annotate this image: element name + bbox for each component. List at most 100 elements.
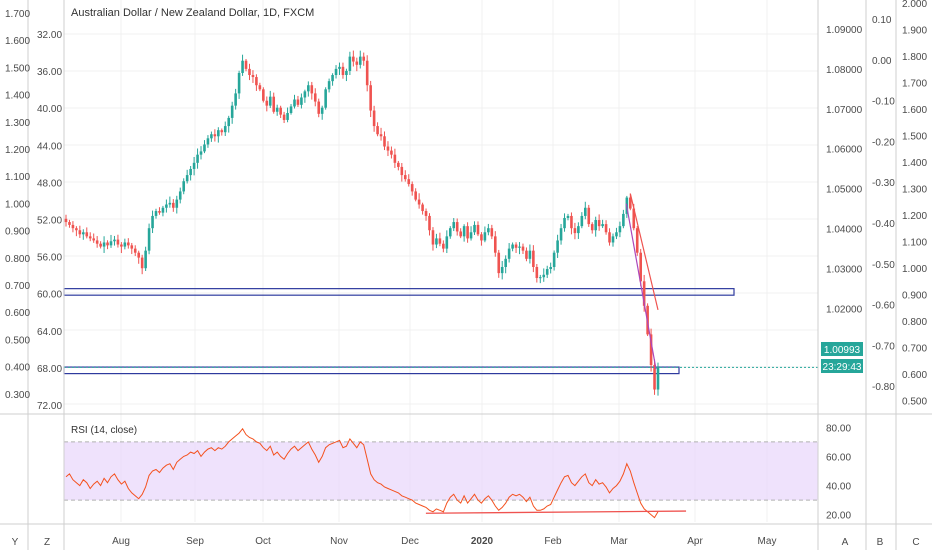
candle-body bbox=[286, 113, 289, 120]
right-axis-3-tick-11: 0.900 bbox=[902, 291, 927, 302]
time-axis-tick-8: Apr bbox=[687, 536, 703, 547]
candle-body bbox=[635, 228, 639, 253]
right-axis-3-tick-12: 0.800 bbox=[902, 317, 927, 328]
candle-body bbox=[133, 248, 137, 253]
candle bbox=[282, 111, 286, 124]
candle-body bbox=[376, 126, 379, 135]
candle bbox=[490, 224, 494, 240]
candle-body bbox=[130, 245, 134, 249]
right-axis-3-tick-2: 1.800 bbox=[902, 52, 927, 63]
right-axis-3[interactable]: 2.000 1.900 1.800 1.700 1.600 1.500 1.400 1.300… bbox=[902, 0, 927, 408]
candle bbox=[293, 94, 296, 109]
right-axis-2-tick-1: 0.00 bbox=[872, 56, 892, 67]
candle-body bbox=[556, 240, 559, 253]
candle-body bbox=[601, 224, 604, 227]
candle-body bbox=[324, 89, 327, 108]
left-axis-1-tick-12: 0.500 bbox=[5, 335, 30, 346]
time-axis[interactable]: Aug Sep Oct Nov Dec 2020 Feb Mar Apr May bbox=[112, 536, 776, 547]
candle-body bbox=[608, 232, 611, 243]
candle-body bbox=[64, 218, 68, 223]
candle-body bbox=[165, 204, 168, 208]
candle bbox=[358, 50, 362, 69]
bottom-bar: Y Z A B C bbox=[12, 537, 920, 548]
candle bbox=[507, 243, 511, 263]
scale-button-b[interactable]: B bbox=[877, 537, 884, 548]
candle-body bbox=[642, 281, 646, 306]
right-axis-3-tick-0: 2.000 bbox=[902, 0, 927, 10]
candle-body bbox=[604, 224, 608, 233]
left-axis-2[interactable]: 32.00 36.00 40.00 44.00 48.00 52.00 56.00 60.00… bbox=[37, 30, 62, 412]
candle-body bbox=[379, 134, 383, 137]
candle bbox=[417, 193, 421, 209]
candle bbox=[615, 227, 618, 240]
drawings[interactable] bbox=[625, 193, 659, 370]
left-axis-2-tick-1: 36.00 bbox=[37, 67, 62, 78]
candle-body bbox=[566, 215, 570, 218]
candle bbox=[594, 216, 597, 237]
candle bbox=[348, 51, 352, 76]
candle-body bbox=[587, 207, 591, 225]
scale-button-z[interactable]: Z bbox=[44, 537, 50, 548]
candle bbox=[140, 254, 144, 275]
candle-body bbox=[403, 175, 407, 180]
candle-body bbox=[220, 130, 224, 133]
rsi-line bbox=[65, 427, 659, 519]
right-axis-2-tick-0: 0.10 bbox=[872, 15, 892, 26]
candle bbox=[137, 250, 141, 264]
candle bbox=[421, 202, 424, 215]
candle bbox=[476, 221, 480, 237]
left-axis-1-tick-5: 1.200 bbox=[5, 145, 30, 156]
candle bbox=[397, 160, 400, 171]
candle bbox=[577, 222, 580, 239]
candle-body bbox=[549, 266, 552, 270]
candle-body bbox=[476, 224, 480, 235]
scale-button-y[interactable]: Y bbox=[12, 537, 19, 548]
candle-body bbox=[237, 72, 241, 94]
candle-body bbox=[632, 208, 636, 229]
right-axis-2[interactable]: 0.10 0.00 -0.10 -0.20 -0.30 -0.40 -0.50 -0.60 -0… bbox=[872, 15, 895, 393]
candle bbox=[556, 234, 559, 258]
candle-body bbox=[653, 365, 656, 390]
candle bbox=[352, 50, 355, 67]
countdown-value: 23:29:43 bbox=[823, 362, 862, 373]
right-axis-1[interactable]: 1.09000 1.08000 1.07000 1.06000 1.05000 1.040… bbox=[826, 25, 863, 355]
candle-body bbox=[99, 243, 102, 247]
candle-body bbox=[185, 175, 189, 182]
candle bbox=[296, 95, 300, 108]
candle-body bbox=[559, 228, 563, 241]
candle-body bbox=[400, 166, 404, 176]
left-axis-1-tick-3: 1.400 bbox=[5, 91, 30, 102]
time-axis-tick-9: May bbox=[758, 536, 777, 547]
candle bbox=[102, 236, 106, 253]
candle-body bbox=[161, 207, 165, 213]
candle bbox=[341, 62, 345, 79]
candle bbox=[165, 199, 168, 213]
candle bbox=[99, 241, 102, 249]
scale-button-c[interactable]: C bbox=[912, 537, 919, 548]
scale-button-a[interactable]: A bbox=[842, 537, 849, 548]
candle bbox=[327, 78, 331, 93]
candle bbox=[407, 174, 411, 187]
candle-body bbox=[414, 191, 417, 200]
candle-body bbox=[199, 151, 203, 155]
candle bbox=[448, 226, 452, 239]
candle bbox=[355, 57, 359, 72]
candle bbox=[580, 212, 584, 229]
candle-body bbox=[438, 238, 442, 244]
candle bbox=[244, 58, 248, 72]
candle-body bbox=[262, 89, 265, 101]
candle-body bbox=[68, 222, 71, 225]
candle bbox=[210, 131, 213, 142]
candle-body bbox=[473, 224, 476, 233]
candle bbox=[185, 169, 189, 184]
candle-body bbox=[275, 107, 279, 112]
candle bbox=[369, 80, 372, 118]
rsi-axis[interactable]: 80.00 60.00 40.00 20.00 bbox=[826, 423, 851, 521]
candle bbox=[383, 131, 386, 151]
rsi-trendline[interactable] bbox=[425, 510, 687, 514]
candle bbox=[307, 81, 310, 97]
left-axis-1[interactable]: 1.700 1.600 1.500 1.400 1.300 1.200 1.100 1.000… bbox=[5, 9, 30, 401]
candle-body bbox=[213, 134, 217, 137]
candle-body bbox=[483, 232, 487, 241]
